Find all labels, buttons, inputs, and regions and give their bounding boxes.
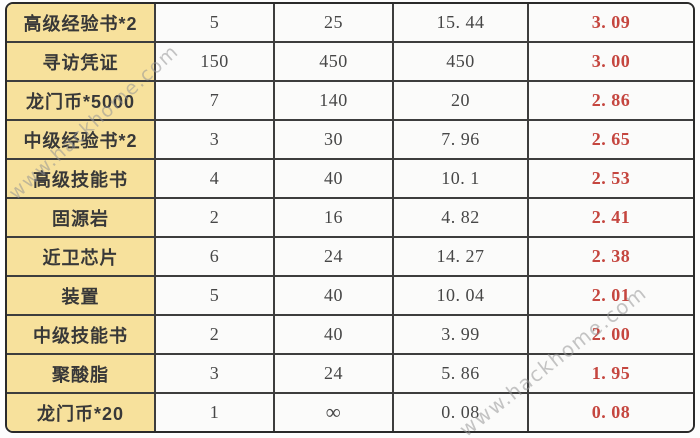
value-cell: 5. 86 <box>392 355 527 392</box>
value-cell: 40 <box>273 316 392 353</box>
value-cell: 30 <box>273 121 392 158</box>
item-name-cell: 龙门币*5000 <box>7 82 154 119</box>
item-name-cell: 高级经验书*2 <box>7 4 154 41</box>
value-cell: 40 <box>273 160 392 197</box>
value-cell: 15. 44 <box>392 4 527 41</box>
ratio-cell: 3. 09 <box>527 4 693 41</box>
ratio-cell: 0. 08 <box>527 394 693 431</box>
ratio-cell: 2. 00 <box>527 316 693 353</box>
table-row: 中级经验书*2 3 30 7. 96 2. 65 <box>7 119 693 158</box>
table-row: 寻访凭证 150 450 450 3. 00 <box>7 41 693 80</box>
ratio-cell: 2. 41 <box>527 199 693 236</box>
item-name-cell: 装置 <box>7 277 154 314</box>
ratio-cell: 2. 53 <box>527 160 693 197</box>
value-cell: 4 <box>154 160 273 197</box>
table-row: 高级经验书*2 5 25 15. 44 3. 09 <box>7 4 693 41</box>
value-cell: 140 <box>273 82 392 119</box>
table-row: 高级技能书 4 40 10. 1 2. 53 <box>7 158 693 197</box>
item-name-cell: 固源岩 <box>7 199 154 236</box>
value-cell: 450 <box>392 43 527 80</box>
value-cell: 10. 04 <box>392 277 527 314</box>
value-cell: 3 <box>154 355 273 392</box>
table-row: 龙门币*20 1 ∞ 0. 08 0. 08 <box>7 392 693 431</box>
value-cell: 5 <box>154 277 273 314</box>
exchange-value-table: 高级经验书*2 5 25 15. 44 3. 09 寻访凭证 150 450 4… <box>5 2 695 433</box>
value-cell: 6 <box>154 238 273 275</box>
item-name-cell: 中级技能书 <box>7 316 154 353</box>
value-cell: 24 <box>273 238 392 275</box>
value-cell: 14. 27 <box>392 238 527 275</box>
item-name-cell: 近卫芯片 <box>7 238 154 275</box>
value-cell: 1 <box>154 394 273 431</box>
table-row: 近卫芯片 6 24 14. 27 2. 38 <box>7 236 693 275</box>
value-cell: 20 <box>392 82 527 119</box>
table-row: 固源岩 2 16 4. 82 2. 41 <box>7 197 693 236</box>
ratio-cell: 2. 65 <box>527 121 693 158</box>
value-cell: 2 <box>154 316 273 353</box>
item-name-cell: 聚酸脂 <box>7 355 154 392</box>
ratio-cell: 3. 00 <box>527 43 693 80</box>
value-cell: 5 <box>154 4 273 41</box>
value-cell: 0. 08 <box>392 394 527 431</box>
table-row: 聚酸脂 3 24 5. 86 1. 95 <box>7 353 693 392</box>
table-row: 装置 5 40 10. 04 2. 01 <box>7 275 693 314</box>
value-cell: 24 <box>273 355 392 392</box>
value-cell: 25 <box>273 4 392 41</box>
value-cell: ∞ <box>273 394 392 431</box>
ratio-cell: 2. 01 <box>527 277 693 314</box>
item-name-cell: 龙门币*20 <box>7 394 154 431</box>
value-cell: 7. 96 <box>392 121 527 158</box>
value-cell: 4. 82 <box>392 199 527 236</box>
value-cell: 2 <box>154 199 273 236</box>
value-cell: 150 <box>154 43 273 80</box>
item-name-cell: 寻访凭证 <box>7 43 154 80</box>
value-cell: 10. 1 <box>392 160 527 197</box>
value-cell: 7 <box>154 82 273 119</box>
ratio-cell: 2. 38 <box>527 238 693 275</box>
value-cell: 450 <box>273 43 392 80</box>
ratio-cell: 1. 95 <box>527 355 693 392</box>
item-name-cell: 高级技能书 <box>7 160 154 197</box>
value-cell: 3. 99 <box>392 316 527 353</box>
value-cell: 3 <box>154 121 273 158</box>
value-cell: 40 <box>273 277 392 314</box>
table-row: 龙门币*5000 7 140 20 2. 86 <box>7 80 693 119</box>
table-row: 中级技能书 2 40 3. 99 2. 00 <box>7 314 693 353</box>
item-name-cell: 中级经验书*2 <box>7 121 154 158</box>
ratio-cell: 2. 86 <box>527 82 693 119</box>
value-cell: 16 <box>273 199 392 236</box>
